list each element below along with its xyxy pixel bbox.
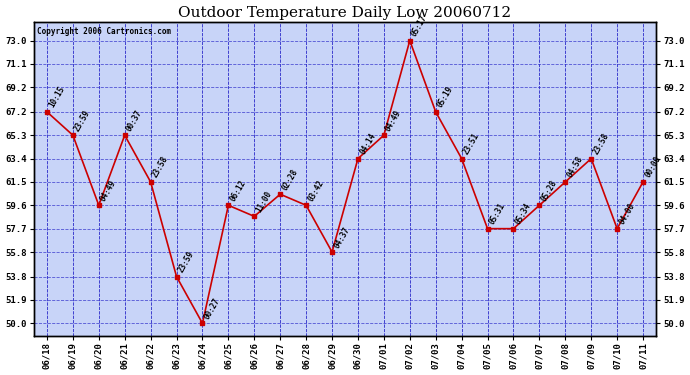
Text: 04:37: 04:37 bbox=[332, 225, 351, 249]
Text: 10:15: 10:15 bbox=[47, 85, 66, 109]
Text: 05:31: 05:31 bbox=[488, 202, 507, 226]
Text: 23:58: 23:58 bbox=[591, 132, 611, 156]
Text: 04:49: 04:49 bbox=[99, 178, 118, 203]
Text: 04:58: 04:58 bbox=[565, 155, 584, 180]
Text: 03:42: 03:42 bbox=[306, 178, 326, 203]
Text: 05:28: 05:28 bbox=[540, 178, 559, 203]
Text: 23:58: 23:58 bbox=[150, 155, 170, 180]
Text: 00:37: 00:37 bbox=[125, 108, 144, 133]
Title: Outdoor Temperature Daily Low 20060712: Outdoor Temperature Daily Low 20060712 bbox=[179, 6, 511, 20]
Text: 06:12: 06:12 bbox=[228, 178, 248, 203]
Text: 11:00: 11:00 bbox=[255, 189, 274, 214]
Text: 00:00: 00:00 bbox=[643, 155, 662, 180]
Text: 05:34: 05:34 bbox=[513, 202, 533, 226]
Text: 23:59: 23:59 bbox=[177, 250, 196, 274]
Text: 04:14: 04:14 bbox=[358, 132, 377, 156]
Text: 02:28: 02:28 bbox=[280, 167, 299, 192]
Text: 04:49: 04:49 bbox=[384, 108, 403, 133]
Text: 23:59: 23:59 bbox=[73, 108, 92, 133]
Text: 23:51: 23:51 bbox=[462, 132, 481, 156]
Text: Copyright 2006 Cartronics.com: Copyright 2006 Cartronics.com bbox=[37, 27, 171, 36]
Text: 05:17: 05:17 bbox=[410, 13, 429, 38]
Text: 00:27: 00:27 bbox=[202, 296, 221, 321]
Text: 04:00: 04:00 bbox=[617, 202, 636, 226]
Text: 05:19: 05:19 bbox=[435, 85, 455, 109]
